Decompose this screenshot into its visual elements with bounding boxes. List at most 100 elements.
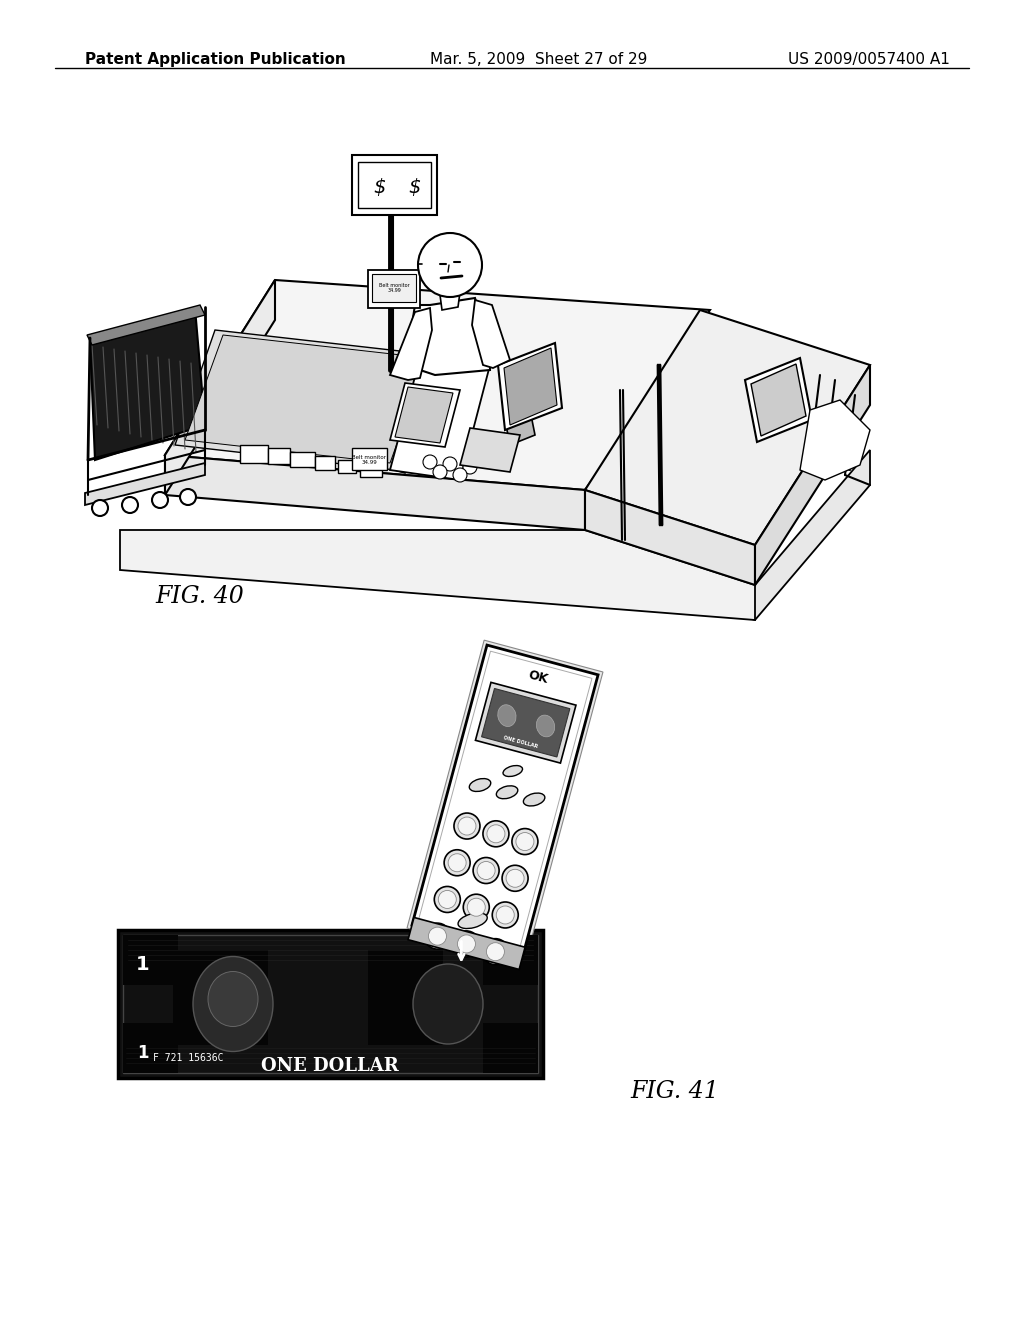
Polygon shape [472, 300, 510, 368]
Polygon shape [120, 531, 755, 620]
Polygon shape [498, 343, 562, 430]
Text: US 2009/0057400 A1: US 2009/0057400 A1 [788, 51, 950, 67]
Polygon shape [390, 308, 432, 380]
Circle shape [423, 455, 437, 469]
Polygon shape [395, 355, 445, 473]
Polygon shape [85, 463, 205, 506]
Polygon shape [440, 292, 460, 310]
Circle shape [512, 829, 538, 854]
Text: Belt monitor
34.99: Belt monitor 34.99 [379, 282, 410, 293]
Circle shape [453, 469, 467, 482]
Ellipse shape [458, 913, 487, 928]
Text: OK: OK [526, 668, 549, 686]
Polygon shape [585, 310, 870, 545]
Bar [352, 154, 437, 215]
Circle shape [493, 902, 518, 928]
Text: FIG. 41: FIG. 41 [630, 1080, 719, 1104]
Text: 1: 1 [136, 956, 150, 974]
Text: 36C: 36C [472, 945, 488, 954]
Bar [358, 162, 431, 209]
Bar [123, 935, 178, 985]
Circle shape [122, 498, 138, 513]
Polygon shape [751, 364, 806, 436]
Circle shape [502, 866, 528, 891]
Text: 1: 1 [137, 1044, 148, 1063]
Circle shape [487, 825, 505, 842]
Bar [352, 447, 387, 470]
Bar [123, 935, 538, 1073]
Bar [290, 451, 315, 467]
Bar [368, 950, 443, 1045]
Polygon shape [165, 455, 585, 531]
Circle shape [152, 492, 168, 508]
Polygon shape [800, 400, 870, 480]
Circle shape [463, 459, 477, 474]
Circle shape [477, 862, 496, 879]
Circle shape [467, 898, 485, 916]
Polygon shape [585, 450, 870, 620]
Circle shape [483, 821, 509, 847]
Circle shape [449, 854, 466, 871]
Bar [483, 1023, 538, 1073]
Ellipse shape [537, 715, 555, 737]
Circle shape [482, 939, 508, 965]
Bar [338, 459, 356, 473]
Polygon shape [407, 640, 603, 960]
Polygon shape [395, 387, 453, 444]
Circle shape [497, 906, 514, 924]
Ellipse shape [193, 957, 273, 1052]
Ellipse shape [413, 964, 483, 1044]
Bar [118, 931, 543, 1078]
Polygon shape [585, 490, 755, 585]
Circle shape [438, 891, 457, 908]
Circle shape [444, 850, 470, 875]
Circle shape [454, 931, 479, 957]
Circle shape [516, 833, 534, 850]
Text: Patent Application Publication: Patent Application Publication [85, 51, 346, 67]
Circle shape [418, 234, 482, 297]
Bar [368, 271, 420, 308]
Circle shape [92, 500, 108, 516]
Bar [123, 1023, 178, 1073]
Ellipse shape [523, 793, 545, 807]
Ellipse shape [208, 972, 258, 1027]
Circle shape [454, 813, 480, 840]
Polygon shape [165, 280, 710, 490]
Polygon shape [460, 428, 520, 473]
Polygon shape [745, 358, 812, 442]
Polygon shape [481, 689, 569, 756]
Polygon shape [505, 411, 535, 445]
Bar [360, 462, 382, 477]
Ellipse shape [498, 705, 516, 726]
Polygon shape [185, 335, 428, 463]
Circle shape [463, 894, 489, 920]
Text: $: $ [374, 177, 386, 197]
Text: ONE DOLLAR: ONE DOLLAR [503, 735, 539, 748]
Text: Mar. 5, 2009  Sheet 27 of 29: Mar. 5, 2009 Sheet 27 of 29 [430, 51, 647, 67]
Polygon shape [390, 383, 460, 447]
Circle shape [458, 817, 476, 836]
Polygon shape [412, 645, 598, 954]
Ellipse shape [469, 779, 490, 792]
Text: Belt monitor
34.99: Belt monitor 34.99 [352, 454, 386, 466]
Polygon shape [408, 298, 490, 375]
Circle shape [506, 870, 524, 887]
Polygon shape [755, 366, 870, 585]
Bar [315, 455, 335, 470]
Text: FIG. 40: FIG. 40 [155, 585, 244, 609]
Circle shape [428, 927, 446, 945]
Text: ONE DOLLAR: ONE DOLLAR [261, 1057, 399, 1074]
Ellipse shape [497, 785, 518, 799]
Polygon shape [504, 348, 557, 425]
Bar [268, 447, 290, 465]
Polygon shape [175, 330, 435, 470]
Bar [240, 445, 268, 463]
Circle shape [473, 858, 499, 883]
Polygon shape [90, 308, 205, 459]
Polygon shape [475, 682, 575, 763]
Circle shape [433, 465, 447, 479]
Polygon shape [390, 358, 490, 480]
Circle shape [486, 942, 505, 961]
Polygon shape [408, 917, 525, 969]
Bar [372, 275, 416, 302]
